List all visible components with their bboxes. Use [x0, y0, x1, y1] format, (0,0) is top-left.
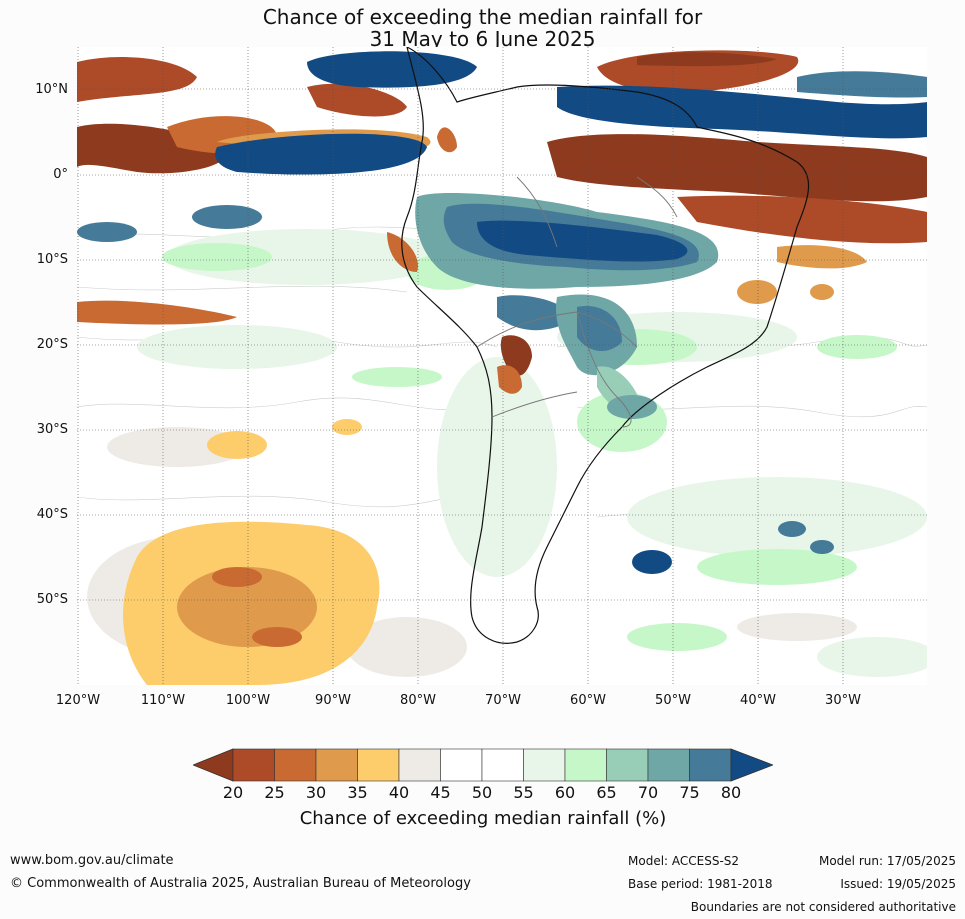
colorbar-bin	[606, 748, 649, 782]
colorbar-bin	[523, 748, 566, 782]
country-borders	[476, 176, 678, 428]
colorbar-tick-55: 55	[513, 783, 534, 802]
lat-label-30s: 30°S	[36, 422, 68, 437]
lon-label-70w: 70°W	[485, 693, 521, 708]
lat-label-10n: 10°N	[35, 82, 68, 97]
graticule	[77, 47, 927, 685]
website-link[interactable]: www.bom.gov.au/climate	[10, 853, 174, 868]
boundary-disclaimer: Boundaries are not considered authoritat…	[690, 900, 956, 914]
northeast-dry-band	[547, 50, 927, 304]
light-green-areas	[137, 229, 927, 677]
rainfall-probability-map	[77, 47, 927, 685]
colorbar-high-arrow	[730, 748, 773, 782]
colorbar-tick-65: 65	[596, 783, 617, 802]
lon-label-90w: 90°W	[315, 693, 351, 708]
colorbar-tick-60: 60	[554, 783, 576, 802]
lon-label-30w: 30°W	[825, 693, 861, 708]
colorbar-bin	[564, 748, 607, 782]
northeast-wet-band	[557, 52, 927, 139]
copyright-text: © Commonwealth of Australia 2025, Austra…	[10, 876, 471, 891]
colorbar-bin	[647, 748, 690, 782]
north-wet-band	[307, 51, 477, 88]
southeast-wet-spots	[607, 395, 834, 574]
colorbar-bin	[689, 748, 732, 782]
base-period: Base period: 1981-2018	[628, 877, 773, 891]
colorbar-low-arrow	[193, 748, 234, 782]
lat-label-50s: 50°S	[36, 592, 68, 607]
colorbar-bin	[481, 748, 524, 782]
lon-label-40w: 40°W	[740, 693, 776, 708]
colorbar-tick-80: 80	[720, 783, 742, 802]
model-run-date: Model run: 17/05/2025	[818, 854, 956, 868]
map-canvas	[77, 47, 927, 685]
lon-label-50w: 50°W	[655, 693, 691, 708]
lat-label-0: 0°	[53, 167, 68, 182]
map-title-line2: 31 May to 6 June 2025	[369, 27, 596, 51]
lon-label-60w: 60°W	[570, 693, 606, 708]
colorbar-label: Chance of exceeding median rainfall (%)	[299, 808, 667, 829]
colorbar	[193, 748, 773, 782]
colorbar-tick-75: 75	[679, 783, 700, 802]
colorbar-tick-25: 25	[264, 783, 285, 802]
continent-outline	[401, 47, 810, 644]
colorbar-tick-20: 20	[222, 783, 244, 802]
amazon-wet-band	[415, 192, 719, 411]
lon-label-110w: 110°W	[140, 693, 186, 708]
lat-label-10s: 10°S	[36, 252, 68, 267]
colorbar-tick-45: 45	[430, 783, 451, 802]
lon-label-80w: 80°W	[400, 693, 436, 708]
colorbar-bin	[357, 748, 400, 782]
model-name: Model: ACCESS-S2	[628, 854, 740, 868]
lat-label-40s: 40°S	[36, 507, 68, 522]
colorbar-bin	[274, 748, 317, 782]
colorbar-bin	[440, 748, 483, 782]
map-title-line1: Chance of exceeding the median rainfall …	[262, 5, 703, 29]
colorbar-tick-30: 30	[305, 783, 327, 802]
northwest-bands	[77, 57, 431, 325]
lat-label-20s: 20°S	[36, 337, 68, 352]
issued-date: Issued: 19/05/2025	[840, 877, 956, 891]
lon-label-100w: 100°W	[225, 693, 271, 708]
lon-label-120w: 120°W	[55, 693, 101, 708]
colorbar-bin	[232, 748, 275, 782]
colorbar-tick-35: 35	[347, 783, 368, 802]
colorbar-tick-70: 70	[637, 783, 659, 802]
colorbar-tick-40: 40	[388, 783, 410, 802]
colorbar-bin	[398, 748, 441, 782]
colorbar-tick-50: 50	[471, 783, 493, 802]
southwest-dry-region	[123, 419, 380, 685]
colorbar-bin	[315, 748, 358, 782]
